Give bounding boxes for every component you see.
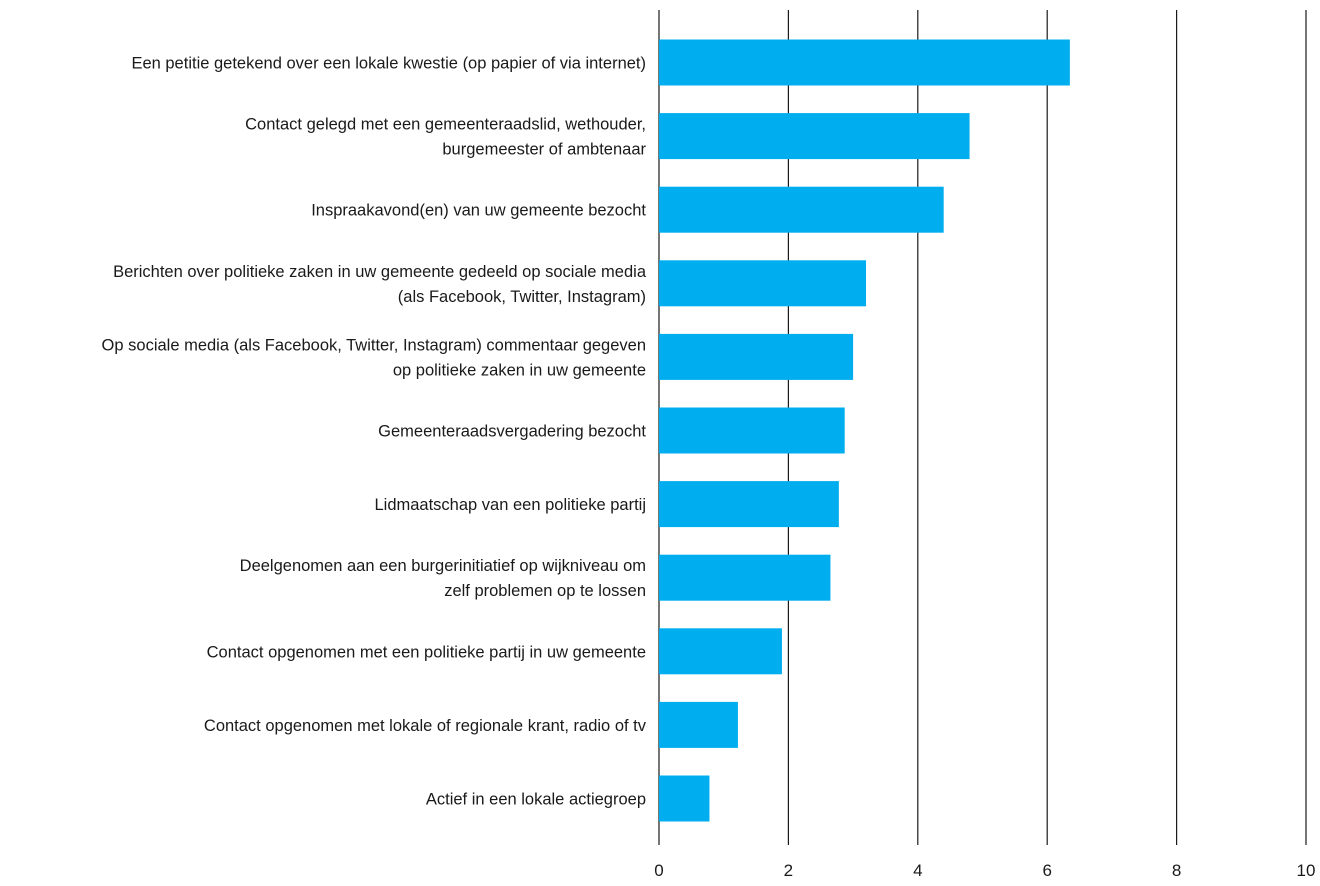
category-label: zelf problemen op te lossen xyxy=(444,582,646,600)
bar xyxy=(659,481,839,528)
x-axis-tick-labels: 0 2 4 6 8 10 xyxy=(654,861,1315,880)
category-label: Contact gelegd met een gemeenteraadslid,… xyxy=(245,116,646,134)
tick-label: 4 xyxy=(913,861,922,880)
category-labels: Een petitie getekend over een lokale kwe… xyxy=(102,55,647,809)
tick-label: 6 xyxy=(1042,861,1051,880)
bars xyxy=(659,39,1070,822)
bar xyxy=(659,186,944,233)
bar xyxy=(659,775,710,822)
category-label: Contact opgenomen met een politieke part… xyxy=(207,643,646,661)
tick-label: 0 xyxy=(654,861,663,880)
category-label: Op sociale media (als Facebook, Twitter,… xyxy=(102,336,646,354)
bar xyxy=(659,333,854,380)
category-label: Deelgenomen aan een burgerinitiatief op … xyxy=(240,557,646,575)
bar xyxy=(659,554,831,601)
category-label: Gemeenteraadsvergadering bezocht xyxy=(378,423,646,441)
bar xyxy=(659,407,845,454)
category-label: Actief in een lokale actiegroep xyxy=(426,791,646,809)
category-label: op politieke zaken in uw gemeente xyxy=(393,361,646,379)
category-label: burgemeester of ambtenaar xyxy=(442,141,646,159)
bar xyxy=(659,113,970,160)
tick-label: 10 xyxy=(1297,861,1316,880)
bar xyxy=(659,39,1070,86)
bar xyxy=(659,628,782,675)
category-label: (als Facebook, Twitter, Instagram) xyxy=(398,288,646,306)
category-label: Een petitie getekend over een lokale kwe… xyxy=(131,55,646,73)
category-label: Berichten over politieke zaken in uw gem… xyxy=(113,263,647,281)
bar xyxy=(659,260,867,307)
category-label: Inspraakavond(en) van uw gemeente bezoch… xyxy=(311,202,646,220)
category-label: Contact opgenomen met lokale of regional… xyxy=(204,717,647,735)
bar xyxy=(659,701,738,748)
category-label: Lidmaatschap van een politieke partij xyxy=(374,496,646,514)
tick-label: 8 xyxy=(1172,861,1181,880)
tick-label: 2 xyxy=(784,861,793,880)
